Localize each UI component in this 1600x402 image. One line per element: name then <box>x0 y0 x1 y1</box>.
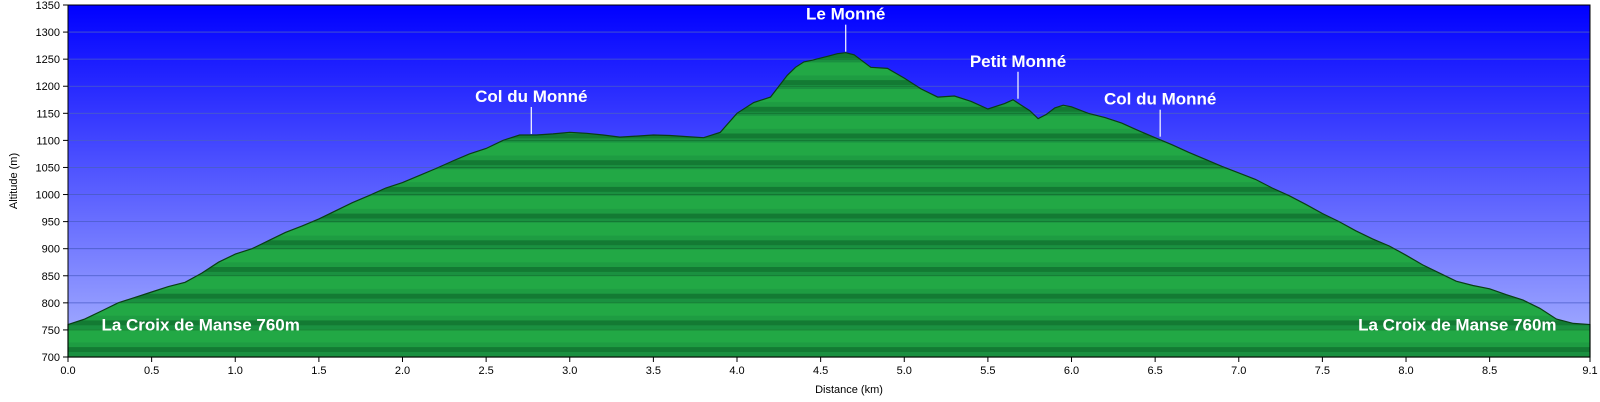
x-tick-label: 3.5 <box>646 365 661 377</box>
annotation-label: Col du Monné <box>1104 90 1216 109</box>
x-axis-title: Distance (km) <box>815 384 883 396</box>
x-tick-label: 8.5 <box>1482 365 1497 377</box>
x-tick-label: 4.5 <box>813 365 828 377</box>
y-tick-label: 1300 <box>36 27 60 39</box>
x-tick-label: 0.5 <box>144 365 159 377</box>
x-tick-label: 0.0 <box>60 365 75 377</box>
x-tick-label: 6.5 <box>1147 365 1162 377</box>
x-tick-label: 7.0 <box>1231 365 1246 377</box>
x-tick-label: 8.0 <box>1398 365 1413 377</box>
y-tick-label: 700 <box>42 352 60 364</box>
x-tick-label: 4.0 <box>729 365 744 377</box>
annotation-label: La Croix de Manse 760m <box>1358 316 1556 335</box>
y-tick-label: 1350 <box>36 0 60 12</box>
x-tick-label: 5.5 <box>980 365 995 377</box>
x-tick-label: 1.5 <box>311 365 326 377</box>
x-tick-label: 9.1 <box>1582 365 1597 377</box>
y-tick-label: 950 <box>42 217 60 229</box>
y-tick-label: 1150 <box>36 108 60 120</box>
y-axis-title: Altitude (m) <box>8 153 20 209</box>
y-tick-label: 800 <box>42 298 60 310</box>
y-tick-label: 1100 <box>36 135 60 147</box>
x-tick-label: 2.0 <box>395 365 410 377</box>
x-tick-label: 2.5 <box>478 365 493 377</box>
x-tick-label: 6.0 <box>1064 365 1079 377</box>
y-tick-label: 1250 <box>36 54 60 66</box>
y-tick-label: 750 <box>42 325 60 337</box>
annotation-label: Petit Monné <box>970 52 1066 71</box>
y-tick-label: 1000 <box>36 190 60 202</box>
annotations: La Croix de Manse 760m Col du Monné Le Mon… <box>101 5 1556 335</box>
y-tick-label: 900 <box>42 244 60 256</box>
x-axis: 0.0 0.5 1.0 1.5 2.0 2.5 3.0 3.5 4.0 4.5 5.0 5.5 6.0 6… <box>60 357 1598 377</box>
y-axis: 700 750 800 850 900 950 1000 1050 1100 1150 1200 12… <box>36 0 68 364</box>
x-tick-label: 1.0 <box>228 365 243 377</box>
annotation-label: Col du Monné <box>475 87 587 106</box>
y-tick-label: 1050 <box>36 162 60 174</box>
x-tick-label: 5.0 <box>897 365 912 377</box>
plot-frame <box>67 4 1591 358</box>
annotation-label: La Croix de Manse 760m <box>101 316 299 335</box>
y-tick-label: 850 <box>42 271 60 283</box>
x-tick-label: 7.5 <box>1315 365 1330 377</box>
y-tick-label: 1200 <box>36 81 60 93</box>
annotation-label: Le Monné <box>806 5 885 24</box>
x-tick-label: 3.0 <box>562 365 577 377</box>
